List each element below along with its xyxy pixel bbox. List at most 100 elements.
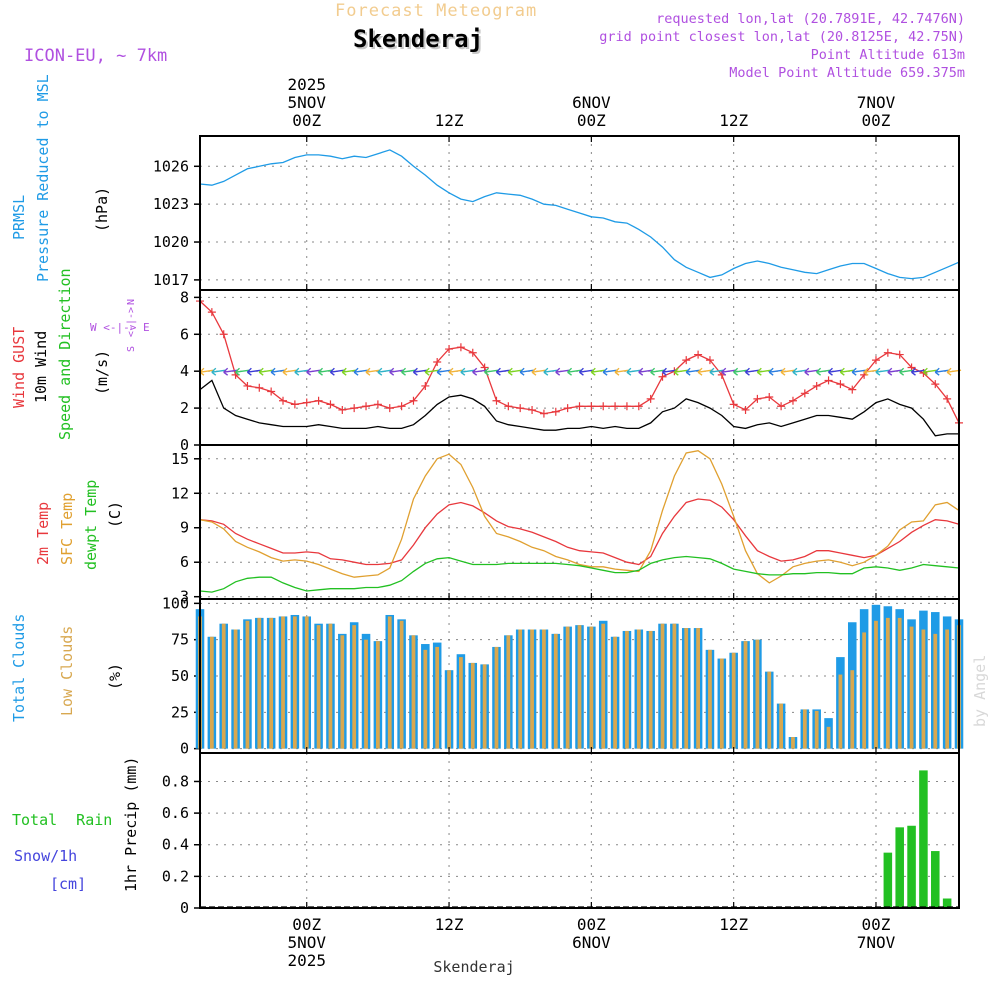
gust-marker [207, 308, 216, 317]
temperature-series-dewpt-temp [199, 555, 960, 593]
wind-direction-arrow [934, 367, 950, 376]
wind-direction-arrow [306, 367, 321, 376]
gust-marker [492, 396, 501, 405]
gust-marker [788, 396, 797, 405]
low-cloud-bar [470, 662, 475, 749]
low-cloud-bar [447, 670, 451, 749]
wind-direction-arrow [899, 367, 914, 376]
precip-frame [199, 752, 960, 909]
wind-ytick-label: 4 [180, 362, 189, 380]
bottom-time-label: 00Z [577, 915, 606, 934]
wind-direction-arrow [318, 367, 333, 376]
gust-marker [729, 400, 738, 409]
gust-marker [373, 400, 382, 409]
gust-marker [302, 398, 311, 407]
wind-direction-arrow [685, 367, 701, 376]
temperature-ytick-label: 9 [180, 519, 189, 537]
watermark: by Angel [971, 655, 989, 727]
gust-marker [883, 348, 892, 357]
wind-direction-arrow [365, 367, 381, 376]
clouds-ytick-label: 50 [171, 667, 189, 685]
pressure-series-prmsl [199, 149, 960, 280]
gust-marker [468, 348, 477, 357]
low-cloud-bar [648, 630, 653, 749]
wind-ytick-label: 6 [180, 325, 189, 343]
wind-direction-arrow [590, 367, 606, 376]
gust-marker [350, 404, 359, 413]
gust-marker [433, 357, 442, 366]
gust-marker [895, 350, 904, 359]
gust-marker [255, 383, 264, 392]
gust-marker [777, 402, 786, 411]
gust-marker [326, 400, 335, 409]
low-cloud-bar [304, 616, 309, 749]
low-cloud-bar [316, 625, 321, 749]
top-time-label: 00Z [577, 111, 606, 130]
low-cloud-title: Low Clouds [58, 626, 76, 716]
gust-marker [385, 404, 394, 413]
low-cloud-bar [814, 710, 819, 749]
wind-direction-arrow [839, 367, 855, 376]
low-cloud-bar [269, 617, 274, 749]
temperature-series-sfc-temp [199, 450, 960, 584]
compass-we: W <-|-> E [90, 321, 150, 334]
wind-direction-arrow [341, 367, 357, 376]
temperature-panel: 3 6 9 12 15 [171, 444, 960, 606]
low-cloud-bar [945, 629, 950, 749]
precip-ytick-label: 0.2 [162, 867, 189, 885]
sfc-temp-title: SFC Temp [58, 493, 76, 565]
low-cloud-bar [625, 630, 629, 749]
wind-direction-arrow [472, 367, 487, 376]
low-cloud-bar [838, 674, 843, 749]
gust-marker [622, 402, 631, 411]
temperature-ytick-label: 15 [171, 450, 189, 468]
precip-panel: 0 0.2 0.4 0.6 0.8 [162, 752, 960, 917]
rain-bar [919, 770, 928, 908]
gust-marker [658, 372, 667, 381]
wind-direction-arrow [697, 367, 713, 376]
low-cloud-bar [708, 649, 712, 749]
low-cloud-bar [506, 635, 511, 749]
gust-marker [539, 409, 548, 418]
wind-direction-arrow [448, 367, 464, 376]
gust-marker [705, 356, 714, 365]
low-cloud-bar [340, 635, 345, 749]
low-cloud-bar [209, 636, 214, 749]
top-time-label: 12Z [719, 111, 748, 130]
low-cloud-bar [553, 633, 558, 749]
wind-direction-arrow [650, 367, 665, 376]
bottom-time-label: 12Z [719, 915, 748, 934]
gust-marker [682, 356, 691, 365]
wind-direction-arrow [519, 367, 535, 376]
wind-direction-arrow [507, 367, 523, 376]
wind-direction-arrow [804, 367, 819, 376]
wind-direction-arrow [270, 367, 286, 376]
low-cloud-bar [589, 626, 594, 749]
gust-marker [290, 400, 299, 409]
low-cloud-bar [743, 641, 748, 749]
low-cloud-bar [885, 617, 890, 749]
gust-marker [812, 381, 821, 390]
bottom-time-label: 2025 [287, 951, 326, 970]
top-time-label: 2025 [287, 75, 326, 94]
top-title: Forecast Meteogram [335, 1, 537, 21]
rain-bar [895, 827, 904, 908]
gust-marker [575, 402, 584, 411]
gust-marker [421, 381, 430, 390]
low-cloud-bar [601, 623, 606, 749]
wind-direction-arrow [235, 367, 250, 376]
gust-marker [587, 402, 596, 411]
gust-marker [409, 396, 418, 405]
wind-direction-arrow [614, 367, 630, 376]
wind-direction-arrow [377, 367, 392, 376]
top-time-label: 6NOV [572, 93, 611, 112]
bottom-time-label: 00Z [292, 915, 321, 934]
snow-title: Snow/1h [14, 847, 77, 865]
bottom-time-label: 00Z [862, 915, 891, 934]
pressure-title-line2: Pressure Reduced to MSL [34, 74, 52, 282]
bottom-time-label: 7NOV [857, 933, 896, 952]
low-cloud-bar [233, 629, 238, 749]
wind-direction-arrow [910, 367, 926, 376]
wind-direction-arrow [424, 367, 440, 376]
